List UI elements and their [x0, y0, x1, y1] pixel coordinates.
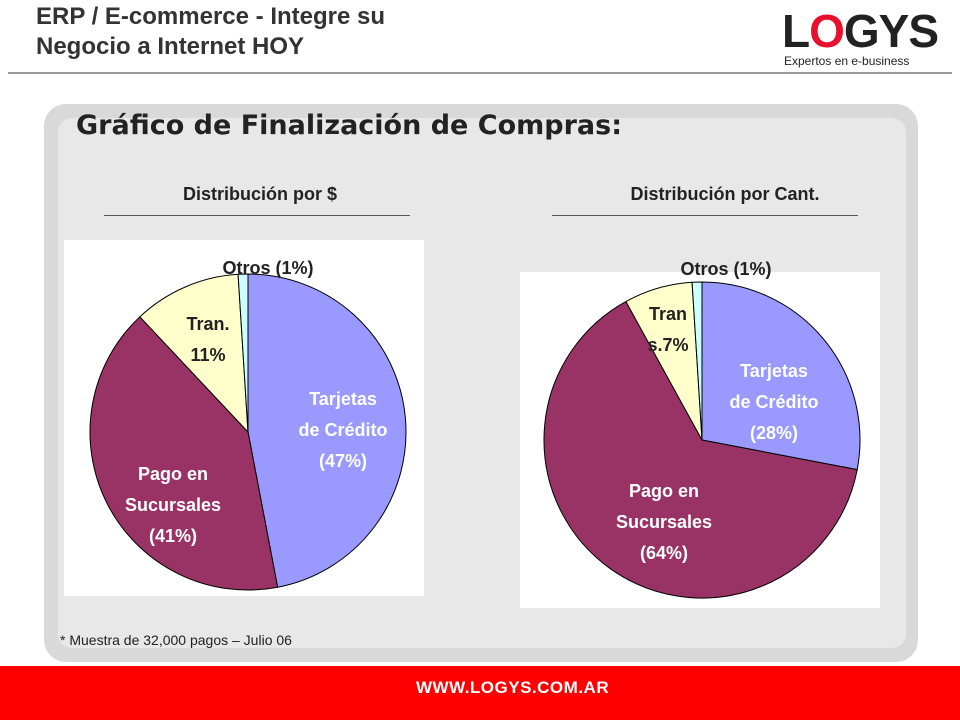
logo-letter-l: L [782, 5, 810, 57]
chart2-slice-label-3: Otros (1%) [680, 259, 771, 279]
logo-wordmark: LOGYS [782, 5, 939, 57]
chart2-pie: Tarjetas de Crédito (28%) Pago en Sucursales… [543, 259, 861, 599]
chart2-slice-label-1-line-0: Pago en [629, 481, 699, 501]
chart2-slice-3 [691, 281, 703, 441]
chart1-slice-2 [139, 273, 249, 434]
header-title: ERP / E-commerce - Integre su Negocio a … [36, 2, 556, 62]
chart1-slice-label-1: Pago en Sucursales (41%) [125, 464, 221, 546]
header-title-line2: Negocio a Internet HOY [36, 33, 305, 60]
chart1-slice-label-1-line-2: (41%) [149, 526, 197, 546]
chart1-slice-label-1-line-1: Sucursales [125, 495, 221, 515]
chart2-slice-label-2-line-1: s.7% [647, 335, 688, 355]
logo-tagline: Expertos en e-business [784, 54, 910, 68]
logo-letters-gys: GYS [843, 5, 939, 57]
header-divider [8, 72, 952, 74]
chart2-slice-0 [701, 281, 861, 471]
chart2-slice-1 [543, 300, 858, 599]
chart1-slice-label-0-line-1: de Crédito [298, 420, 387, 440]
chart1-slice-label-2: Tran. 11% [186, 314, 229, 365]
chart1-slice-0 [247, 273, 407, 588]
header-title-line1: ERP / E-commerce - Integre su [36, 3, 386, 30]
chart2-slice-label-1: Pago en Sucursales (64%) [616, 481, 712, 563]
chart2-slice-label-3-line-0: Otros (1%) [680, 259, 771, 279]
chart1-slice-label-0-line-2: (47%) [319, 451, 367, 471]
chart2-slice-label-2: Tran s.7% [647, 304, 688, 355]
chart2-slice-label-1-line-2: (64%) [640, 543, 688, 563]
logo-letter-o: O [809, 5, 845, 57]
chart1-slice-label-0: Tarjetas de Crédito (47%) [298, 389, 387, 471]
chart1-slice-label-2-line-0: Tran. [186, 314, 229, 334]
chart1-pie: Tarjetas de Crédito (47%) Pago en Sucursales… [89, 258, 407, 591]
chart1-title-rule [104, 215, 410, 216]
chart1-slice-label-3: Otros (1%) [222, 258, 313, 278]
chart1-slice-3 [237, 273, 249, 433]
logys-logo: LOGYS Expertos en e-business [782, 6, 939, 68]
chart1-slice-label-0-line-0: Tarjetas [309, 389, 377, 409]
sample-footnote: * Muestra de 32,000 pagos – Julio 06 [60, 632, 292, 648]
chart2-slice-label-2-line-0: Tran [649, 304, 687, 324]
chart1-slice-label-1-line-0: Pago en [138, 464, 208, 484]
chart1-slice-label-3-line-0: Otros (1%) [222, 258, 313, 278]
chart1-title: Distribución por $ [182, 184, 337, 204]
chart2-slice-label-0-line-2: (28%) [750, 423, 798, 443]
chart1-slice-1 [89, 316, 279, 591]
chart2-slice-label-1-line-1: Sucursales [616, 512, 712, 532]
chart2-title: Distribución por Cant. [630, 184, 820, 204]
chart2-slice-label-0-line-0: Tarjetas [740, 361, 808, 381]
footer-website-link[interactable]: WWW.LOGYS.COM.AR [416, 678, 610, 697]
chart1-slice-label-2-line-1: 11% [190, 345, 225, 365]
chart2-title-rule [552, 215, 858, 216]
footer-bar [0, 666, 960, 720]
chart2-slice-label-0-line-1: de Crédito [729, 392, 818, 412]
chart2-slice-label-0: Tarjetas de Crédito (28%) [729, 361, 818, 443]
slide-title: Gráfico de Finalización de Compras: [76, 110, 622, 141]
